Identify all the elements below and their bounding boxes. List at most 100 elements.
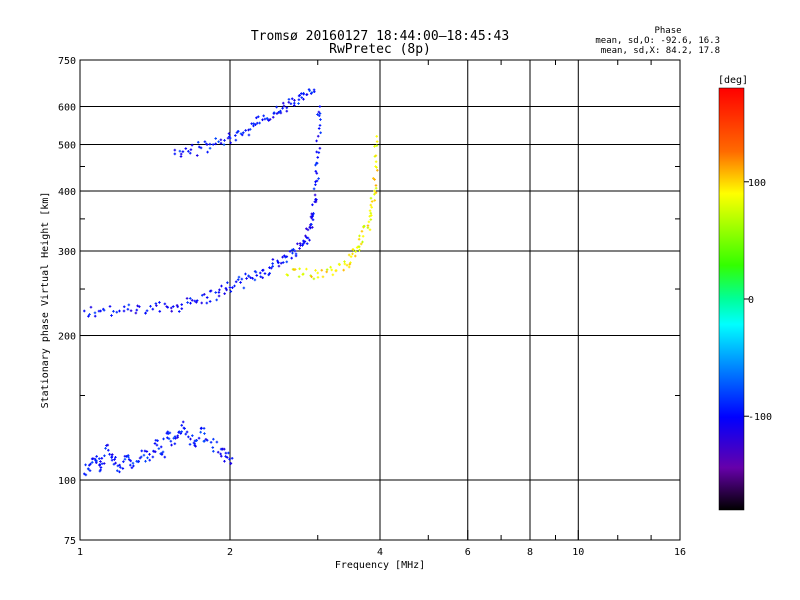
data-point	[219, 452, 222, 456]
y-tick-label: 500	[58, 141, 76, 152]
data-point	[357, 245, 361, 249]
data-point	[300, 96, 304, 99]
data-point	[208, 300, 212, 303]
data-point	[259, 275, 262, 279]
data-point	[343, 260, 346, 263]
data-point	[293, 99, 296, 102]
data-point	[180, 424, 184, 427]
data-point	[279, 261, 283, 265]
data-point	[89, 462, 92, 466]
data-point	[253, 278, 257, 282]
data-point	[304, 234, 307, 238]
data-point	[203, 140, 207, 144]
data-point	[342, 268, 345, 272]
data-point	[155, 304, 158, 307]
data-point	[200, 301, 204, 305]
data-point	[281, 255, 284, 259]
data-point	[154, 302, 158, 305]
data-point	[247, 274, 250, 278]
data-point	[354, 250, 358, 253]
data-point	[242, 131, 245, 134]
data-point	[316, 113, 319, 116]
data-point	[254, 270, 258, 274]
data-point	[315, 198, 318, 201]
data-point	[88, 313, 91, 316]
data-point	[168, 431, 172, 435]
data-point	[100, 462, 104, 466]
data-point	[189, 148, 193, 151]
data-point	[139, 455, 143, 459]
data-point	[305, 267, 308, 271]
data-point	[174, 437, 177, 440]
data-point	[225, 288, 228, 292]
data-point	[373, 178, 376, 181]
data-point	[316, 156, 320, 159]
data-point	[146, 456, 149, 460]
data-point	[222, 143, 226, 146]
data-point	[137, 460, 141, 463]
data-point	[237, 275, 241, 279]
data-point	[252, 124, 255, 128]
data-point	[338, 263, 341, 267]
data-point	[229, 290, 233, 293]
data-point	[166, 436, 169, 440]
data-point	[90, 457, 94, 461]
data-point	[84, 473, 88, 477]
data-point	[303, 240, 307, 243]
data-point	[311, 214, 314, 218]
data-point	[302, 97, 305, 101]
data-point	[230, 456, 234, 460]
data-point	[315, 150, 318, 154]
data-point	[163, 302, 167, 306]
data-point	[93, 457, 97, 461]
data-point	[93, 311, 97, 315]
data-point	[122, 460, 125, 463]
y-tick-label: 100	[58, 476, 76, 487]
data-point	[151, 307, 155, 311]
data-point	[261, 269, 264, 272]
data-point	[122, 309, 126, 313]
data-point	[318, 124, 322, 127]
data-point	[293, 101, 296, 105]
data-point	[314, 163, 317, 167]
data-point	[292, 104, 296, 107]
data-point	[329, 265, 332, 269]
data-point	[261, 276, 264, 280]
data-point	[175, 304, 179, 307]
data-point	[99, 468, 102, 472]
data-point	[153, 450, 157, 454]
data-point	[293, 249, 297, 253]
data-point	[361, 240, 364, 244]
grid-lines	[79, 59, 681, 541]
data-point	[199, 146, 203, 150]
data-point	[355, 246, 359, 249]
data-point	[211, 446, 215, 449]
data-point	[205, 301, 209, 305]
data-point	[209, 289, 213, 293]
x-tick-label: 2	[227, 547, 233, 558]
data-point	[125, 455, 128, 458]
data-point	[110, 314, 113, 317]
data-point	[160, 453, 164, 456]
data-point	[126, 307, 130, 311]
data-point	[208, 142, 212, 146]
data-point	[223, 292, 226, 295]
data-point	[255, 121, 259, 125]
colorbar-label: [deg]	[718, 75, 748, 86]
data-point	[290, 97, 294, 101]
data-point	[257, 115, 260, 119]
data-point	[312, 88, 316, 92]
data-point	[188, 151, 192, 155]
data-point	[261, 118, 264, 122]
data-point	[130, 466, 134, 470]
data-point	[135, 308, 139, 312]
data-point	[188, 443, 192, 446]
data-point	[115, 310, 119, 314]
data-point	[314, 269, 317, 272]
data-point	[103, 454, 106, 458]
data-point	[267, 273, 270, 277]
data-point	[247, 128, 250, 132]
data-point	[200, 293, 204, 297]
data-point	[254, 123, 257, 126]
data-point	[297, 102, 300, 105]
